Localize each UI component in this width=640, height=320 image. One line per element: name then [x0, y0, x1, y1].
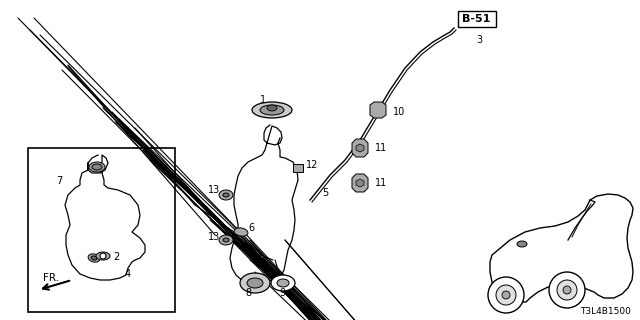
- Bar: [293, 164, 303, 172]
- Ellipse shape: [91, 256, 97, 260]
- Text: 11: 11: [375, 143, 387, 153]
- Circle shape: [563, 286, 571, 294]
- Ellipse shape: [247, 278, 263, 288]
- Circle shape: [502, 291, 510, 299]
- Circle shape: [557, 280, 577, 300]
- Ellipse shape: [92, 164, 102, 170]
- Text: 13: 13: [208, 232, 220, 242]
- Ellipse shape: [219, 190, 233, 200]
- Circle shape: [549, 272, 585, 308]
- Polygon shape: [352, 139, 368, 157]
- Text: 11: 11: [375, 178, 387, 188]
- Text: 5: 5: [322, 188, 328, 198]
- Ellipse shape: [219, 235, 233, 245]
- Ellipse shape: [223, 238, 229, 242]
- Text: 9: 9: [279, 288, 285, 298]
- Ellipse shape: [88, 254, 100, 262]
- Ellipse shape: [96, 252, 110, 260]
- Circle shape: [488, 277, 524, 313]
- Text: 6: 6: [248, 223, 254, 233]
- Ellipse shape: [267, 105, 277, 111]
- Ellipse shape: [271, 275, 295, 291]
- Text: B-51: B-51: [462, 14, 490, 24]
- Polygon shape: [370, 102, 386, 118]
- Ellipse shape: [260, 105, 284, 115]
- Ellipse shape: [223, 193, 229, 197]
- Text: 1: 1: [260, 95, 266, 105]
- Text: 2: 2: [113, 252, 119, 262]
- Ellipse shape: [89, 162, 105, 172]
- Text: 12: 12: [306, 160, 318, 170]
- Text: FR.: FR.: [43, 273, 59, 283]
- Ellipse shape: [252, 102, 292, 118]
- Polygon shape: [352, 174, 368, 192]
- Circle shape: [496, 285, 516, 305]
- Bar: [28, 148, 175, 312]
- Polygon shape: [356, 144, 364, 152]
- Text: T3L4B1500: T3L4B1500: [580, 308, 631, 316]
- FancyBboxPatch shape: [458, 11, 496, 27]
- Text: 13: 13: [208, 185, 220, 195]
- Text: 7: 7: [56, 176, 62, 186]
- Ellipse shape: [240, 273, 270, 293]
- Text: 4: 4: [125, 269, 131, 279]
- Text: 3: 3: [476, 35, 482, 45]
- Text: 10: 10: [393, 107, 405, 117]
- Polygon shape: [356, 179, 364, 187]
- Circle shape: [100, 253, 106, 259]
- Ellipse shape: [234, 228, 248, 236]
- Ellipse shape: [277, 279, 289, 287]
- Text: 8: 8: [245, 288, 251, 298]
- Ellipse shape: [517, 241, 527, 247]
